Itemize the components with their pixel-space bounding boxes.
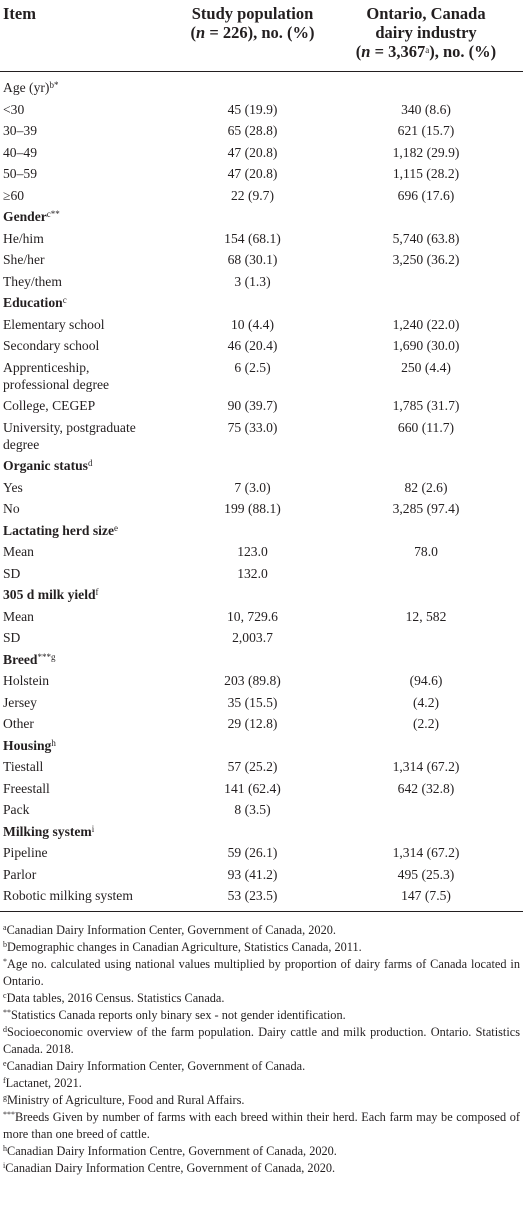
section-milk-yield: 305 d milk yieldf xyxy=(3,587,99,602)
section-milking-system: Milking systemi xyxy=(3,823,95,839)
table-row: Parlor 93 (41.2) 495 (25.3) xyxy=(3,866,455,882)
section-housing: Housingh xyxy=(3,737,56,753)
table-row: Secondary school 46 (20.4) 1,690 (30.0) xyxy=(3,338,460,353)
header-study-population: Study population (n = 226), no. (%) xyxy=(176,0,329,72)
footnote: fLactanet, 2021. xyxy=(3,1076,82,1090)
table-row: 50–59 47 (20.8) 1,115 (28.2) xyxy=(3,166,460,181)
footnote: iCanadian Dairy Information Centre, Gove… xyxy=(3,1161,336,1175)
table-row: They/them 3 (1.3) xyxy=(3,273,271,289)
table-row: 30–39 65 (28.8) 621 (15.7) xyxy=(3,123,455,138)
table-row: 40–49 47 (20.8) 1,182 (29.9) xyxy=(3,144,460,160)
table-row: Freestall 141 (62.4) 642 (32.8) xyxy=(3,780,455,796)
table-row: Tiestall 57 (25.2) 1,314 (67.2) xyxy=(3,759,460,774)
table-row: Robotic milking system 53 (23.5) 147 (7.5) xyxy=(0,884,523,912)
section-herd-size: Lactating herd sizee xyxy=(3,522,119,538)
footnotes: aCanadian Dairy Information Center, Gove… xyxy=(0,912,523,1177)
footnote: bDemographic changes in Canadian Agricul… xyxy=(3,940,362,954)
footnote: hCanadian Dairy Information Centre, Gove… xyxy=(3,1144,337,1158)
table-row: Mean 123.0 78.0 xyxy=(3,544,438,559)
header-item: Item xyxy=(0,0,176,72)
section-age: Age (yr)b* xyxy=(3,80,59,95)
table-row: Pack 8 (3.5) xyxy=(3,802,271,817)
table-row: SD 132.0 xyxy=(3,565,268,581)
table-row: College, CEGEP 90 (39.7) 1,785 (31.7) xyxy=(3,398,460,413)
table-row: He/him 154 (68.1) 5,740 (63.8) xyxy=(3,230,460,246)
section-organic-status: Organic statusd xyxy=(3,458,93,473)
footnote: aCanadian Dairy Information Center, Gove… xyxy=(3,923,336,937)
footnote: dSocioeconomic overview of the farm popu… xyxy=(3,1025,520,1056)
section-gender: Genderc** xyxy=(3,209,60,224)
table-row: She/her 68 (30.1) 3,250 (36.2) xyxy=(3,252,460,267)
table-row: Yes 7 (3.0) 82 (2.6) xyxy=(3,479,448,495)
table-row: No 199 (88.1) 3,285 (97.4) xyxy=(3,501,460,516)
table-row: Jersey 35 (15.5) (4.2) xyxy=(3,694,440,710)
footnote: ***Breeds Given by number of farms with … xyxy=(3,1110,520,1141)
table-row: Mean 10, 729.6 12, 582 xyxy=(3,608,447,624)
footnote: **Statistics Canada reports only binary … xyxy=(3,1008,346,1022)
table-row: University, postgraduate degree 75 (33.0) 6… xyxy=(3,419,455,452)
header-row: Item Study population (n = 226), no. (%) … xyxy=(0,0,523,72)
footnote: eCanadian Dairy Information Center, Gove… xyxy=(3,1059,306,1073)
demographics-table: Item Study population (n = 226), no. (%) … xyxy=(0,0,523,912)
section-breed: Breed***g xyxy=(3,651,56,667)
table-row: ≥60 22 (9.7) 696 (17.6) xyxy=(3,187,455,203)
table-row: Holstein 203 (89.8) (94.6) xyxy=(3,673,443,688)
footnote: *Age no. calculated using national value… xyxy=(3,957,520,988)
table-row: <30 45 (19.9) 340 (8.6) xyxy=(3,101,451,117)
table-row: Elementary school 10 (4.4) 1,240 (22.0) xyxy=(3,316,460,332)
header-ontario-industry: Ontario, Canada dairy industry (n = 3,367a… xyxy=(329,0,523,72)
table-row: SD 2,003.7 xyxy=(3,630,273,645)
table-row: Apprenticeship, professional degree 6 (2.5… xyxy=(3,359,451,392)
footnote: cData tables, 2016 Census. Statistics Ca… xyxy=(3,991,225,1005)
table-row: Pipeline 59 (26.1) 1,314 (67.2) xyxy=(3,845,460,860)
footnote: gMinistry of Agriculture, Food and Rural… xyxy=(3,1093,245,1107)
section-education: Educationc xyxy=(3,295,67,310)
table-row: Other 29 (12.8) (2.2) xyxy=(3,716,440,731)
